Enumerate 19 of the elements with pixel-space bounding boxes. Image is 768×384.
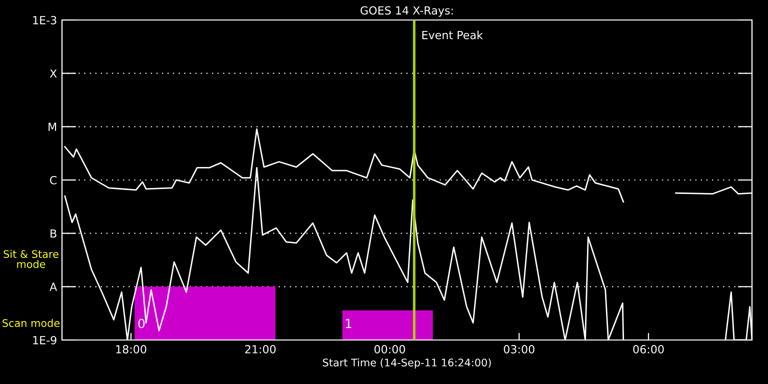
y-tick-label: A xyxy=(50,282,58,291)
chart-title: GOES 14 X-Rays: xyxy=(360,6,453,17)
x-tick-label: 18:00 xyxy=(116,345,146,354)
x-tick-label: 06:00 xyxy=(633,345,664,354)
x-tick-label: 03:00 xyxy=(504,345,534,354)
text: Sit & Stare mode xyxy=(4,250,58,268)
x-tick-label: 21:00 xyxy=(245,345,276,354)
y-tick-label: M xyxy=(48,122,56,131)
x-axis-title: Start Time (14-Sep-11 16:24:00) xyxy=(322,358,491,368)
annotation: 0 xyxy=(138,318,145,328)
y-tick-label: C xyxy=(50,176,57,184)
annotation: 1 xyxy=(346,318,352,328)
x-tick-label: 00:00 xyxy=(374,345,406,354)
text: Scan mode xyxy=(2,318,60,328)
y-tick-label: 1E-3 xyxy=(33,16,56,24)
y-tick-label: X xyxy=(50,69,57,78)
ref-line-label: Event Peak xyxy=(422,30,483,40)
y-tick-label: 1E-9 xyxy=(33,336,56,344)
y-tick-label: B xyxy=(50,229,56,238)
